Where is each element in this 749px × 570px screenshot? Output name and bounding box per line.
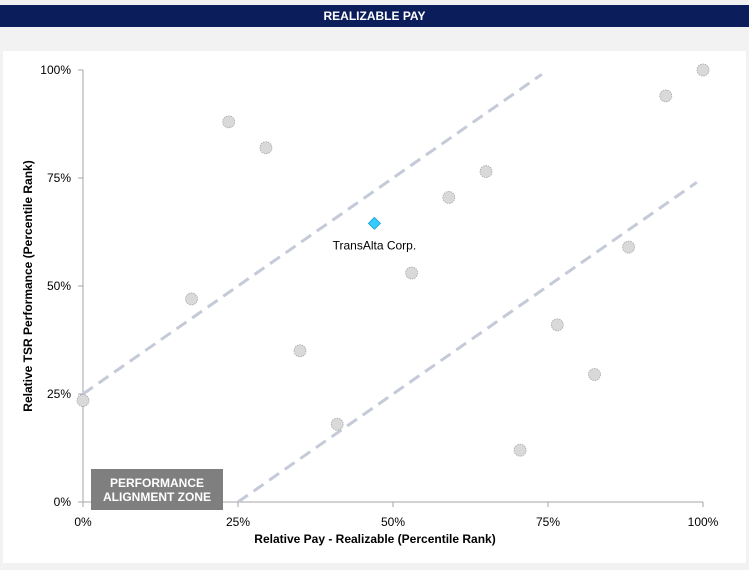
x-tick-label: 50% [381,515,405,529]
x-tick-label: 100% [688,515,719,529]
y-tick-label: 50% [47,279,71,293]
x-tick-label: 0% [74,515,92,529]
y-tick-label: 0% [54,495,72,509]
peer-data-point [293,344,307,358]
peer-data-point [76,394,90,407]
y-tick-label: 75% [47,171,71,185]
x-tick-label: 25% [226,515,250,529]
alignment-band-line [82,73,543,396]
peer-data-point [259,141,273,155]
chart-title: REALIZABLE PAY [0,5,749,27]
peer-data-point [405,266,419,280]
scatter-plot: 0% 25% 50% 75% 100% 0% 25% 50% 75% 100% TransAlta … [21,63,719,546]
peer-data-point [696,63,710,77]
peer-data-point [185,292,198,306]
y-axis-title: Relative TSR Performance (Percentile Ran… [21,160,35,411]
performance-alignment-zone-label: PERFORMANCE ALIGNMENT ZONE [91,469,223,510]
x-tick-label: 75% [536,515,560,529]
x-axis-title: Relative Pay - Realizable (Percentile Ra… [254,532,495,546]
peer-data-point [442,191,456,204]
y-tick-label: 100% [40,63,71,77]
peer-data-point [222,115,236,129]
company-data-point [367,216,381,230]
peer-data-point [513,443,527,457]
chart-area: 0% 25% 50% 75% 100% 0% 25% 50% 75% 100% TransAlta … [3,51,746,563]
zone-label-line-1: PERFORMANCE [109,475,204,490]
company-point-label: TransAlta Corp. [333,238,417,252]
y-tick-label: 25% [47,387,71,401]
peer-data-point [659,89,673,103]
peer-data-point [550,318,564,332]
zone-label-line-2: ALIGNMENT ZONE [103,489,211,504]
alignment-band-line [237,181,698,504]
peer-data-point [588,368,601,381]
peer-data-point [622,240,635,254]
peer-data-point [330,417,344,431]
peer-data-point [479,165,493,178]
